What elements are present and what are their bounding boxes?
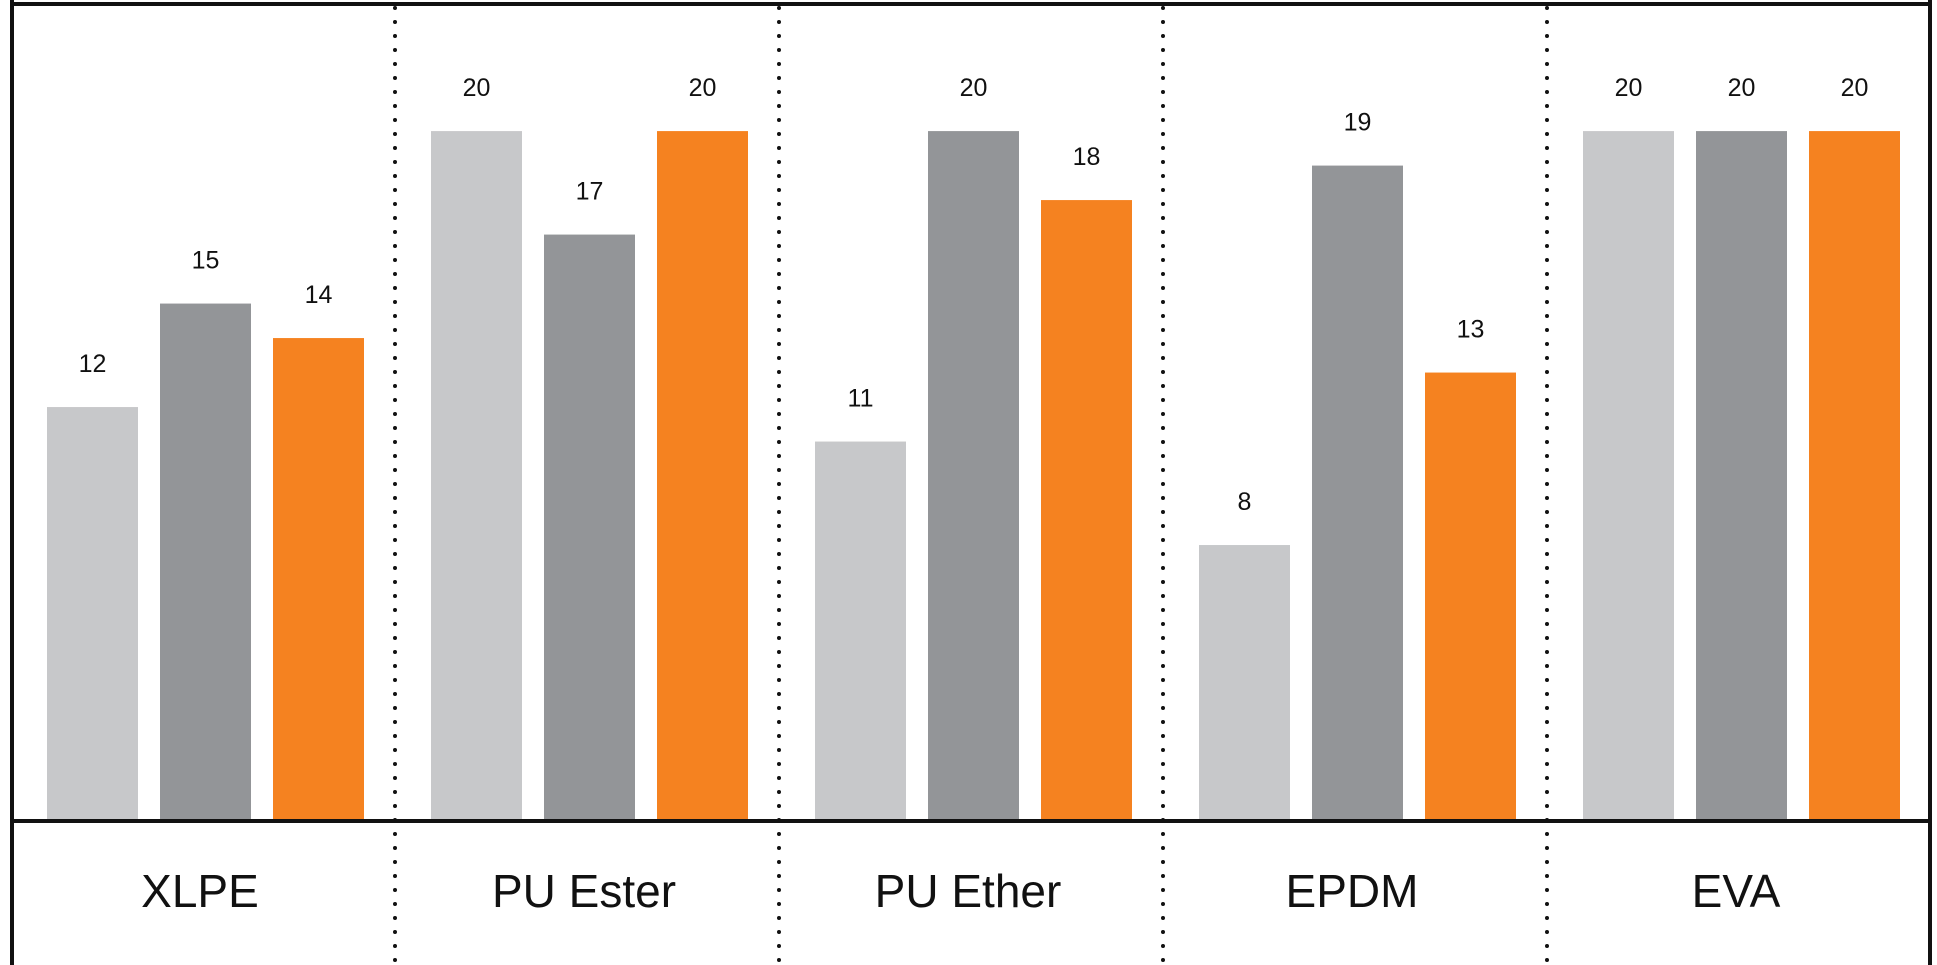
value-label: 17 (576, 178, 604, 206)
category-label: PU Ether (875, 865, 1062, 917)
bars-layer (47, 131, 1900, 822)
chart-frame (10, 0, 1932, 965)
value-label: 13 (1457, 316, 1485, 344)
category-label: EPDM (1286, 865, 1419, 917)
value-label: 20 (1728, 74, 1756, 102)
bar-xlpe-series-1 (47, 407, 138, 821)
bar-pu-ether-series-1 (815, 441, 906, 821)
bar-xlpe-series-3 (273, 338, 364, 821)
value-label: 8 (1238, 488, 1252, 516)
category-label: XLPE (141, 865, 259, 917)
bar-eva-series-2 (1696, 131, 1787, 821)
bar-pu-ester-series-1 (431, 131, 522, 821)
value-labels-layer: 12 15 14 20 17 20 11 20 18 8 19 13 20 20 20 (79, 74, 1869, 516)
value-label: 20 (689, 74, 717, 102)
bar-eva-series-3 (1809, 131, 1900, 821)
value-label: 11 (848, 385, 874, 413)
bar-pu-ether-series-2 (928, 131, 1019, 821)
category-dividers (393, 6, 1549, 965)
bar-pu-ether-series-3 (1041, 200, 1132, 822)
value-label: 12 (79, 350, 107, 378)
value-label: 20 (1615, 74, 1643, 102)
category-label: PU Ester (492, 865, 676, 917)
value-label: 19 (1344, 109, 1372, 137)
bar-pu-ester-series-2 (544, 234, 635, 822)
value-label: 14 (305, 281, 333, 309)
value-label: 20 (1841, 74, 1869, 102)
bar-epdm-series-1 (1199, 545, 1290, 821)
category-labels-layer: XLPE PU Ester PU Ether EPDM EVA (141, 865, 1780, 917)
value-label: 18 (1073, 143, 1101, 171)
bar-epdm-series-3 (1425, 372, 1516, 821)
bar-epdm-series-2 (1312, 165, 1403, 821)
value-label: 20 (960, 74, 988, 102)
bar-eva-series-1 (1583, 131, 1674, 821)
category-label: EVA (1692, 865, 1781, 917)
bar-pu-ester-series-3 (657, 131, 748, 821)
value-label: 20 (463, 74, 491, 102)
value-label: 15 (192, 247, 220, 275)
bar-xlpe-series-2 (160, 303, 251, 822)
